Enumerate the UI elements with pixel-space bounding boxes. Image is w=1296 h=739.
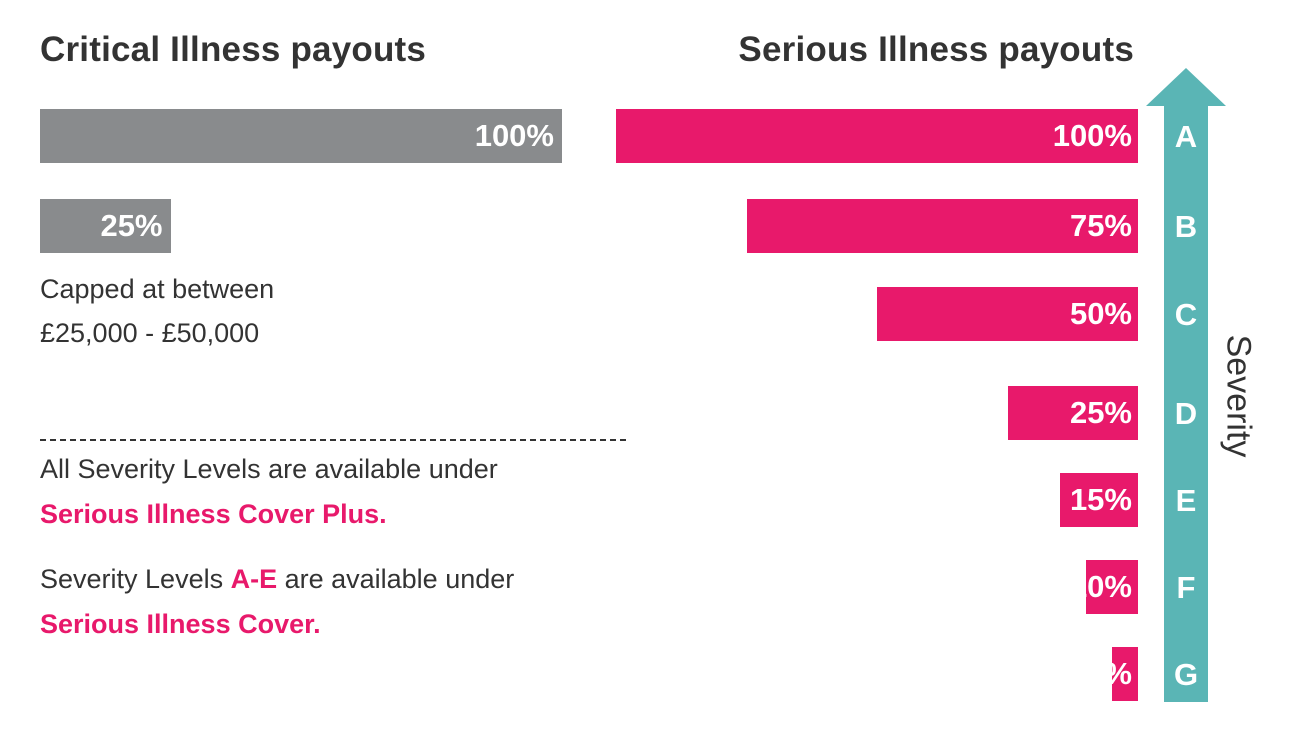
critical-illness-title: Critical Illness payouts [40,30,427,69]
severity-level-letter: A [1174,119,1198,154]
critical-illness-bar-label: 25% [100,208,163,243]
levels-a-e-note: Severity Levels A-E are available under [40,564,514,595]
severity-level-letter: E [1175,483,1197,518]
serious-illness-bar-label: 25% [1069,395,1132,430]
serious-illness-bar-label: 100% [1052,118,1132,153]
serious-illness-bar-label: 50% [1069,296,1132,331]
critical-illness-bar: 25% [40,199,171,253]
cover-plus-product: Serious Illness Cover Plus. [40,499,387,529]
cap-note-line2: £25,000 - £50,000 [40,318,260,348]
serious-illness-bar: 75% [746,199,1138,253]
severity-level-letter: F [1176,570,1196,605]
cover-product: Serious Illness Cover. [40,609,321,639]
serious-illness-bar: 15% [1059,473,1138,527]
serious-illness-title: Serious Illness payouts [738,30,1134,69]
serious-illness-bar: 100% [616,109,1138,163]
serious-illness-bar: 50% [877,287,1138,341]
severity-level-letter: B [1174,209,1198,244]
serious-illness-bar: 25% [1007,386,1138,440]
severity-level-letter: G [1173,657,1199,692]
critical-illness-bar: 100% [40,109,562,163]
levels-prefix: Severity Levels [40,564,231,594]
serious-illness-bar: 10% [1070,560,1138,614]
dashed-divider [40,439,626,441]
all-levels-note: All Severity Levels are available under [40,454,498,484]
critical-illness-bar-label: 100% [474,118,554,153]
severity-level-letter: D [1174,396,1198,431]
serious-illness-bar-label: 5% [1087,656,1132,691]
levels-highlight: A-E [230,564,278,594]
levels-suffix: are available under [277,564,515,594]
serious-illness-bar: 5% [1087,647,1138,701]
cap-note-line1: Capped at between [40,274,275,304]
severity-arrow-icon [1146,68,1226,702]
serious-illness-bar-label: 15% [1069,482,1132,517]
serious-illness-bar-label: 10% [1069,569,1132,604]
severity-level-letter: C [1174,297,1198,332]
severity-axis-label: Severity [1219,334,1258,458]
serious-illness-bar-label: 75% [1069,208,1132,243]
severity-arrow-shape [1146,68,1226,702]
